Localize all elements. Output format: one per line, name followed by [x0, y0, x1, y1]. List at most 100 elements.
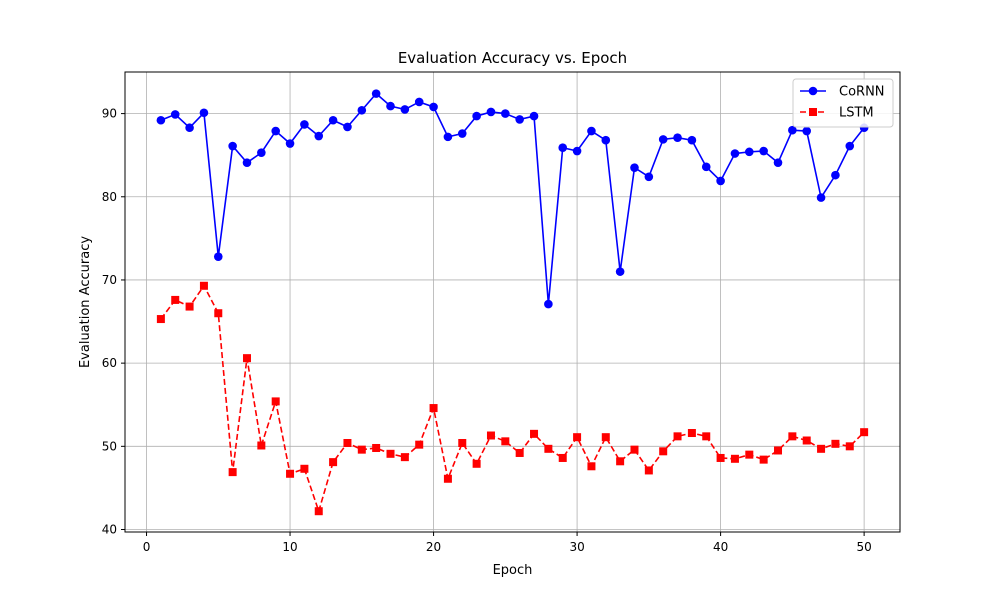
lstm-point [343, 438, 352, 447]
lstm-point [544, 444, 553, 453]
cornn-point [730, 149, 740, 158]
cornn-point [558, 143, 568, 152]
ticks: 0 10 20 30 40 50 40 50 60 70 80 90 [102, 107, 872, 554]
lstm-series [156, 281, 869, 516]
cornn-point [773, 158, 783, 167]
cornn-point [658, 135, 668, 144]
lstm-point [616, 457, 625, 466]
cornn-point [457, 129, 467, 138]
cornn-point [701, 162, 711, 172]
lstm-point [587, 462, 596, 471]
lstm-point [601, 433, 610, 442]
cornn-point [257, 148, 266, 157]
cornn-point [572, 146, 582, 156]
cornn-point [314, 131, 324, 141]
cornn-point [831, 170, 840, 180]
x-tick-label: 30 [569, 540, 584, 554]
grid [125, 72, 900, 532]
lstm-point [228, 468, 237, 477]
cornn-point [400, 105, 410, 114]
y-tick-label: 40 [102, 523, 117, 537]
lstm-point [286, 469, 295, 478]
legend-lstm-label: LSTM [839, 106, 874, 121]
lstm-point [242, 354, 251, 363]
lstm-point [659, 447, 668, 456]
cornn-point [386, 101, 395, 111]
lstm-point [673, 432, 682, 441]
series-layer [156, 89, 869, 516]
cornn-point [687, 135, 697, 145]
cornn-point [242, 158, 252, 167]
lstm-point [429, 404, 438, 413]
y-tick-label: 60 [102, 356, 117, 370]
cornn-point [371, 89, 381, 98]
lstm-point [817, 444, 826, 453]
legend-cornn-marker [808, 86, 818, 96]
cornn-point [271, 126, 280, 136]
cornn-point [615, 267, 625, 276]
cornn-series [156, 89, 869, 309]
lstm-point [400, 453, 409, 462]
lstm-point [443, 474, 452, 483]
lstm-point [156, 315, 165, 324]
lstm-point [515, 448, 524, 457]
cornn-point [443, 132, 453, 142]
lstm-point [702, 432, 711, 441]
lstm-point [300, 464, 309, 473]
y-axis-label: Evaluation Accuracy [78, 236, 93, 368]
cornn-point [199, 108, 209, 118]
lstm-point [257, 441, 266, 450]
chart-title: Evaluation Accuracy vs. Epoch [398, 49, 627, 67]
lstm-point [644, 466, 653, 475]
cornn-point [601, 135, 611, 145]
x-tick-label: 0 [143, 540, 151, 554]
lstm-point [573, 433, 582, 442]
lstm-point [730, 454, 739, 463]
lstm-point [329, 458, 338, 467]
cornn-point [673, 133, 682, 143]
cornn-point [759, 146, 768, 156]
lstm-point [845, 442, 854, 451]
legend: CoRNN LSTM [792, 78, 894, 128]
lstm-point [271, 397, 280, 406]
cornn-point [357, 105, 367, 115]
legend-cornn-label: CoRNN [839, 85, 885, 100]
y-tick-label: 50 [102, 439, 117, 453]
y-tick-label: 90 [102, 107, 117, 121]
cornn-point [486, 107, 496, 117]
lstm-point [774, 446, 783, 455]
cornn-point [644, 172, 654, 182]
x-tick-label: 50 [856, 540, 871, 554]
cornn-point [802, 126, 812, 136]
cornn-point [328, 115, 338, 125]
lstm-point [472, 459, 481, 468]
cornn-point [745, 147, 754, 157]
legend-lstm-marker [809, 108, 817, 116]
lstm-point [687, 429, 696, 438]
lstm-point [214, 309, 223, 318]
cornn-point [788, 125, 797, 135]
cornn-point [630, 163, 639, 172]
cornn-point [170, 110, 180, 119]
lstm-point [802, 436, 811, 445]
cornn-point [414, 97, 424, 107]
lstm-point [716, 453, 725, 462]
lstm-point [788, 432, 797, 441]
lstm-point [171, 295, 180, 304]
lstm-point [501, 437, 510, 446]
cornn-point [213, 252, 223, 261]
x-tick-label: 40 [713, 540, 728, 554]
lstm-line [160, 284, 865, 514]
lstm-point [486, 431, 495, 440]
y-tick-label: 70 [102, 273, 117, 287]
cornn-point [587, 126, 596, 136]
x-axis-label: Epoch [493, 563, 533, 578]
lstm-point [630, 445, 639, 454]
cornn-point [816, 193, 826, 202]
cornn-point [156, 115, 166, 125]
cornn-point [515, 115, 524, 124]
lstm-point [831, 439, 840, 448]
y-tick-label: 80 [102, 190, 117, 204]
x-tick-label: 20 [426, 540, 441, 554]
